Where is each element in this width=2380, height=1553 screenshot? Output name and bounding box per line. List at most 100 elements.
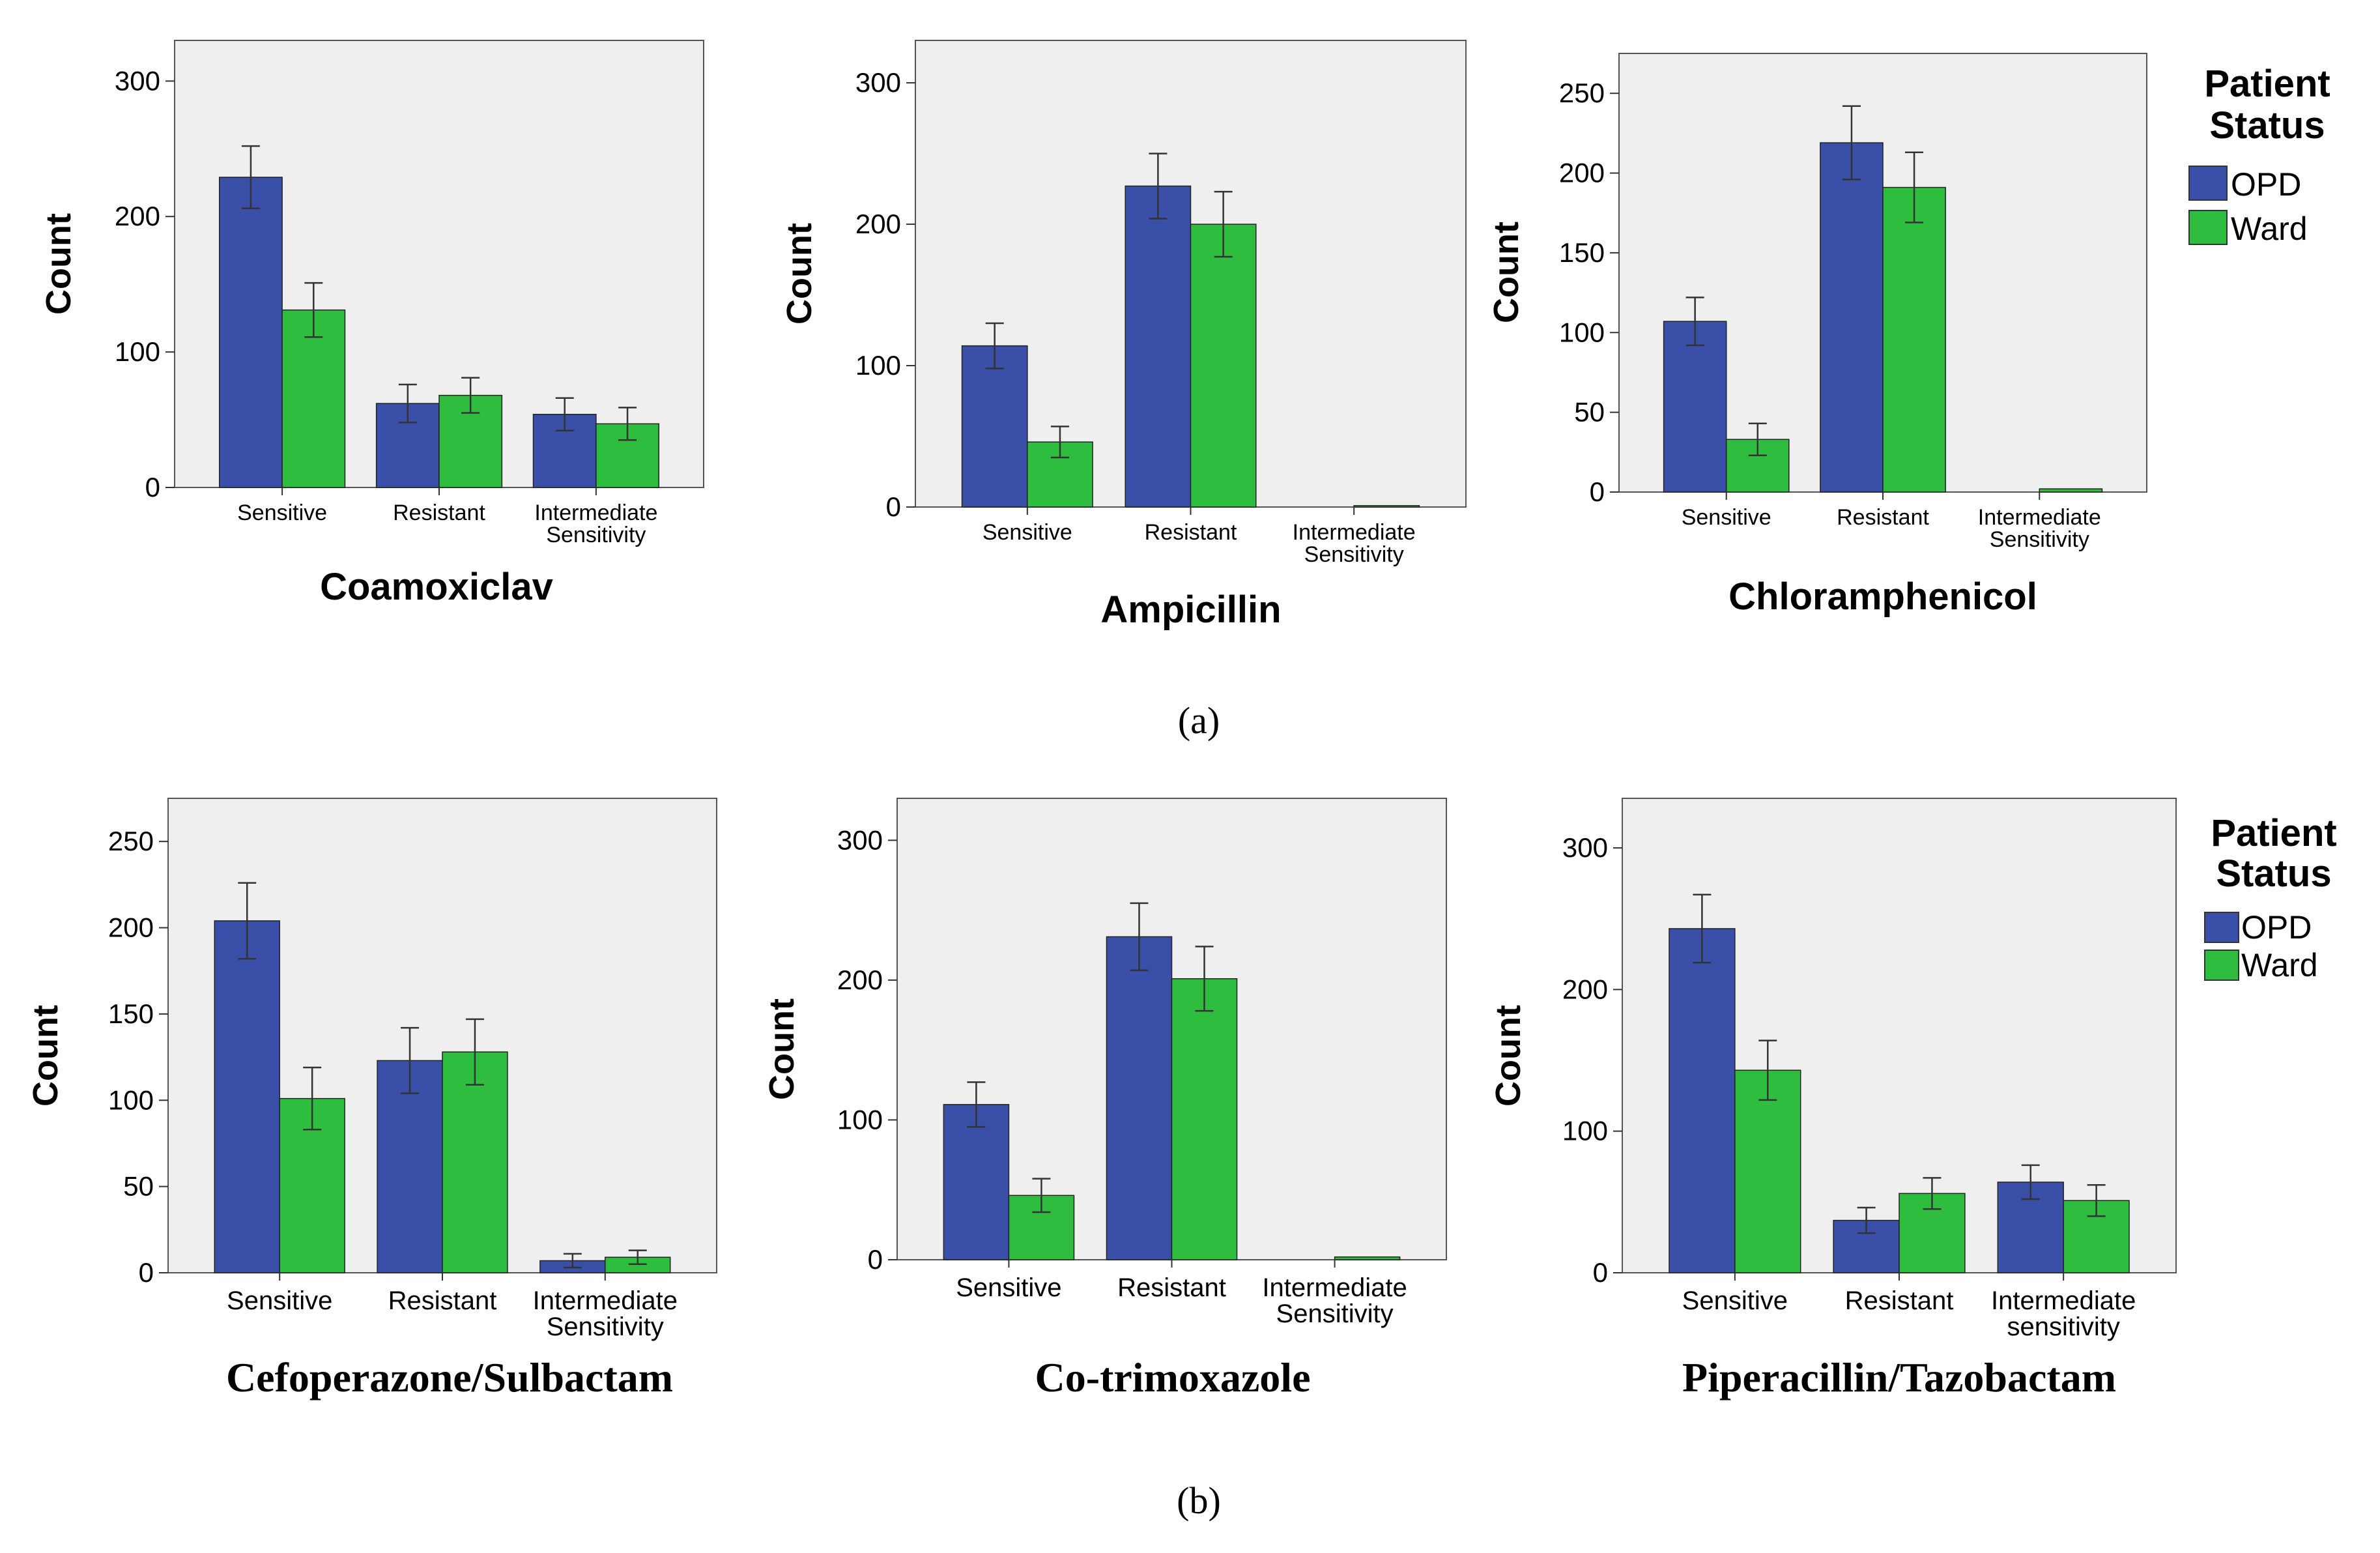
x-tick-label: Sensitivity <box>546 523 646 547</box>
x-tick-label: Resistant <box>1145 520 1237 545</box>
x-tick-label: Resistant <box>393 501 485 525</box>
x-tick-label: Sensitivity <box>547 1313 664 1341</box>
x-tick-label: Resistant <box>388 1286 497 1315</box>
y-tick-label: 300 <box>115 65 160 96</box>
x-tick-label: Intermediate <box>534 501 657 525</box>
legend-title-line1: Patient <box>2204 63 2330 105</box>
panel-label-b: (b) <box>1177 1479 1221 1522</box>
y-tick-label: 200 <box>115 201 160 231</box>
bar-opd <box>218 177 283 488</box>
chart-4: 0 50 100 150 200 250 Count Sensitive Resistant In… <box>26 798 717 1401</box>
y-tick-label: 200 <box>837 965 883 995</box>
legend-swatch-ward <box>2204 950 2239 981</box>
bar-ward <box>1334 1256 1401 1260</box>
y-axis-label: Count <box>1487 222 1526 323</box>
legend-swatch-ward <box>2188 210 2228 245</box>
x-tick-label: Sensitive <box>982 520 1072 545</box>
chart-5: 0 100 200 300 Count Sensitive Resistant Interme… <box>762 798 1447 1401</box>
y-tick-label: 200 <box>1559 158 1605 188</box>
x-tick-label: Sensitive <box>237 501 327 525</box>
x-tick-label: Intermediate <box>1978 505 2101 530</box>
y-axis-label: Count <box>26 1005 65 1107</box>
legend-label-opd: OPD <box>2231 166 2301 203</box>
y-tick-label: 100 <box>1559 317 1605 347</box>
x-tick-label: Sensitivity <box>1304 542 1404 567</box>
x-tick-label: Sensitive <box>1682 505 1771 530</box>
bar-ward <box>442 1051 508 1273</box>
x-tick-label: Resistant <box>1845 1286 1954 1315</box>
legend-bottom: Patient Status OPD Ward <box>2204 812 2337 983</box>
bar-opd <box>1663 321 1727 493</box>
x-tick-label: Sensitive <box>1682 1286 1788 1315</box>
bar-opd <box>943 1104 1010 1260</box>
chart-title: Coamoxiclav <box>320 566 553 608</box>
legend-title-line2: Status <box>2209 104 2325 147</box>
bar-opd <box>1106 936 1173 1260</box>
bar-opd <box>1669 928 1736 1273</box>
chart-2: 0 100 200 300 Count Sensitive Resistant Interme… <box>780 40 1467 631</box>
legend-label-ward: Ward <box>2231 210 2308 247</box>
y-tick-label: 0 <box>1590 476 1605 507</box>
y-axis-label: Count <box>39 213 78 315</box>
y-tick-label: 0 <box>868 1244 883 1275</box>
bar-opd <box>1997 1182 2064 1273</box>
chart-title: Chloramphenicol <box>1728 575 2037 618</box>
x-tick-label: Intermediate <box>1991 1286 2136 1315</box>
panel-label-a: (a) <box>1178 699 1220 742</box>
legend-title-line1: Patient <box>2211 812 2336 854</box>
y-tick-label: 100 <box>115 336 160 367</box>
bar-ward <box>1190 224 1257 508</box>
y-tick-label: 150 <box>1559 237 1605 268</box>
legend-swatch-opd <box>2204 912 2239 943</box>
x-tick-label: Sensitivity <box>1276 1299 1394 1328</box>
x-tick-label: sensitivity <box>2007 1313 2119 1341</box>
bar-ward <box>2039 488 2103 493</box>
y-tick-label: 300 <box>1562 832 1608 863</box>
chart-title: Co-trimoxazole <box>1035 1354 1311 1401</box>
chart-title: Piperacillin/Tazobactam <box>1682 1354 2116 1401</box>
y-tick-label: 200 <box>108 912 154 943</box>
x-tick-label: Resistant <box>1117 1273 1226 1302</box>
charts-layer: 0 100 200 300 Count Sensitive Resistant Interme… <box>26 40 2177 1401</box>
y-axis-label: Count <box>762 998 801 1100</box>
y-tick-label: 0 <box>886 491 901 522</box>
legend-top: Patient Status OPD Ward <box>2188 63 2330 247</box>
bar-opd <box>1125 185 1192 508</box>
legend-label-ward: Ward <box>2241 947 2318 983</box>
y-axis-label: Count <box>780 223 819 325</box>
chart-1: 0 100 200 300 Count Sensitive Resistant Interme… <box>39 40 704 608</box>
y-tick-label: 300 <box>855 67 901 98</box>
bar-opd <box>214 920 280 1273</box>
y-tick-label: 300 <box>837 824 883 855</box>
x-tick-label: Intermediate <box>533 1286 678 1315</box>
x-tick-label: Intermediate <box>1293 520 1416 545</box>
chart-3: 0 50 100 150 200 250 Count Sensitive Resistant In… <box>1487 53 2147 618</box>
y-tick-label: 50 <box>123 1171 154 1202</box>
y-tick-label: 250 <box>1559 78 1605 108</box>
bar-opd <box>1820 142 1884 493</box>
y-tick-label: 50 <box>1574 397 1605 428</box>
bar-ward <box>1882 186 1946 493</box>
legend-title-line2: Status <box>2216 852 2331 895</box>
x-tick-label: Resistant <box>1837 505 1929 530</box>
bar-ward <box>1353 505 1420 508</box>
legend-label-opd: OPD <box>2241 909 2312 946</box>
y-axis-label: Count <box>1489 1005 1528 1107</box>
bar-ward <box>1171 978 1238 1260</box>
y-tick-label: 100 <box>837 1104 883 1135</box>
y-tick-label: 100 <box>1562 1116 1608 1146</box>
y-tick-label: 100 <box>108 1084 154 1115</box>
y-tick-label: 150 <box>108 998 154 1029</box>
y-tick-label: 0 <box>139 1257 154 1288</box>
y-tick-label: 0 <box>145 472 160 502</box>
x-tick-label: Sensitive <box>227 1286 332 1315</box>
x-tick-label: Sensitive <box>956 1273 1061 1302</box>
chart-title: Cefoperazone/Sulbactam <box>226 1354 673 1401</box>
legend-swatch-opd <box>2188 166 2228 201</box>
x-tick-label: Intermediate <box>1262 1273 1407 1302</box>
y-tick-label: 0 <box>1593 1257 1608 1288</box>
y-tick-label: 200 <box>1562 974 1608 1004</box>
bar-opd <box>961 345 1028 508</box>
y-tick-label: 100 <box>855 350 901 381</box>
chart-title: Ampicillin <box>1100 588 1281 631</box>
